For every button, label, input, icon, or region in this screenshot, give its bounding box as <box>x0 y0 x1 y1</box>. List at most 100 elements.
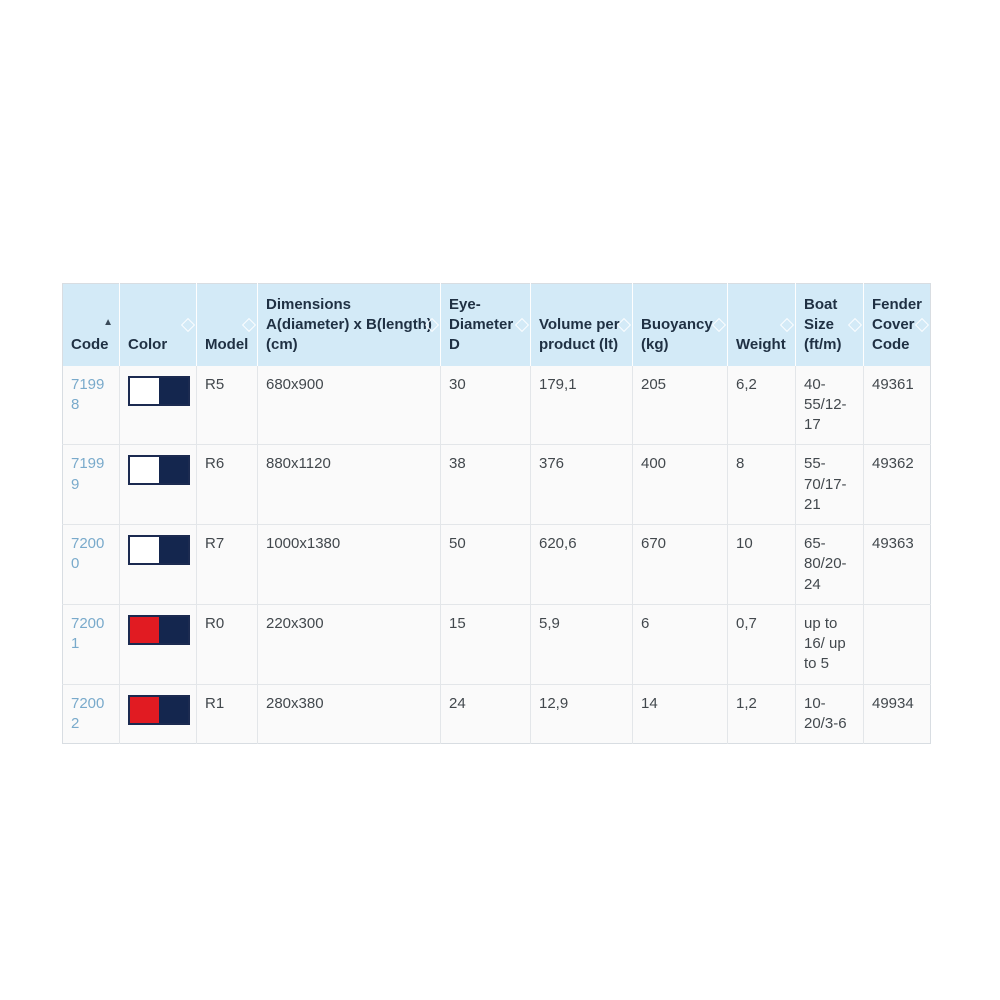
color-swatch <box>128 455 190 486</box>
table-row: 72002 R1 280x380 24 12,9 14 1,2 10-20/3-6 49934 <box>62 683 931 744</box>
weight-cell: 10 <box>727 524 796 605</box>
swatch-left-color <box>130 537 159 563</box>
table-body: 71998 R5 680x900 30 179,1 205 6,2 40-55/12-17 49… <box>62 365 931 744</box>
table-row: 71998 R5 680x900 30 179,1 205 6,2 40-55/12-17 49… <box>63 365 931 445</box>
weight-cell: 0,7 <box>727 603 796 684</box>
model-cell: R5 <box>196 365 258 445</box>
buoyancy-cell: 670 <box>632 524 728 605</box>
weight-cell: 1,2 <box>727 683 796 744</box>
header-row: Code ▲ Color Model Dimensions A(diameter) x … <box>62 283 931 366</box>
swatch-cell <box>119 444 197 525</box>
column-label: Fender Cover Code <box>872 295 923 354</box>
swatch-left-color <box>130 696 159 723</box>
table-row: 71999 R6 880x1120 38 376 400 8 55-70/17-21 49362 <box>62 444 931 525</box>
code-cell: 71998 <box>63 366 120 445</box>
volume-cell: 376 <box>530 444 633 525</box>
model-cell: R0 <box>196 603 258 684</box>
color-swatch <box>128 614 190 645</box>
dimensions-cell: 1000x1380 <box>257 524 441 605</box>
sort-toggle-icon <box>180 317 196 333</box>
swatch-left-color <box>130 616 159 643</box>
product-code-link[interactable]: 72002 <box>71 694 105 732</box>
buoyancy-cell: 205 <box>632 365 728 445</box>
table-row: 72000 R7 1000x1380 50 620,6 670 10 65-80/20-24 4… <box>62 524 931 605</box>
color-swatch <box>128 535 190 565</box>
swatch-cell <box>119 683 197 744</box>
fender-specs-table: Code ▲ Color Model Dimensions A(diameter) x … <box>62 283 931 744</box>
volume-cell: 5,9 <box>530 603 633 684</box>
sort-toggle-icon <box>711 317 727 333</box>
column-label: Eye-Diameter D <box>449 295 514 354</box>
product-code-link[interactable]: 71998 <box>71 375 105 413</box>
dimensions-cell: 680x900 <box>257 365 441 445</box>
boat-size-cell: 10-20/3-6 <box>795 683 864 744</box>
column-label: Color <box>128 336 168 354</box>
sort-toggle-icon <box>514 317 530 333</box>
column-label: Buoyancy (kg) <box>641 316 713 354</box>
eye-diameter-cell: 15 <box>440 603 531 684</box>
fender-cover-code-cell <box>863 603 931 684</box>
column-header-eye-diameter-d[interactable]: Eye-Diameter D <box>440 283 531 366</box>
product-spec-table-container: Code ▲ Color Model Dimensions A(diameter) x … <box>62 283 931 744</box>
sort-toggle-icon <box>241 317 257 333</box>
column-header-buoyancy-kg[interactable]: Buoyancy (kg) <box>632 283 728 366</box>
model-cell: R1 <box>196 683 258 744</box>
buoyancy-cell: 14 <box>632 683 728 744</box>
product-code-link[interactable]: 72000 <box>71 535 105 573</box>
weight-cell: 8 <box>727 444 796 525</box>
weight-cell: 6,2 <box>727 365 796 445</box>
volume-cell: 12,9 <box>530 683 633 744</box>
column-header-boat-size-ft-m[interactable]: Boat Size (ft/m) <box>795 283 864 366</box>
model-cell: R7 <box>196 524 258 605</box>
eye-diameter-cell: 24 <box>440 683 531 744</box>
swatch-right-color <box>159 377 188 404</box>
color-swatch <box>128 375 190 406</box>
column-header-color[interactable]: Color <box>119 283 197 366</box>
boat-size-cell: 40-55/12-17 <box>795 365 864 445</box>
column-header-volume-per-product-lt[interactable]: Volume per product (lt) <box>530 283 633 366</box>
column-label: Model <box>205 336 249 354</box>
swatch-cell <box>119 365 197 445</box>
swatch-right-color <box>159 537 188 563</box>
code-cell: 72000 <box>62 524 120 605</box>
sort-toggle-icon <box>914 317 930 333</box>
swatch-right-color <box>159 457 188 484</box>
column-label: Boat Size (ft/m) <box>804 295 842 354</box>
column-header-dimensions-a-diameter-x-b-length-cm[interactable]: Dimensions A(diameter) x B(length) (cm) <box>257 283 441 366</box>
code-cell: 72001 <box>62 603 120 684</box>
dimensions-cell: 280x380 <box>257 683 441 744</box>
volume-cell: 179,1 <box>530 365 633 445</box>
color-swatch <box>128 694 190 725</box>
sort-toggle-icon <box>847 317 863 333</box>
buoyancy-cell: 6 <box>632 603 728 684</box>
column-label: Volume per product (lt) <box>539 316 620 354</box>
column-header-weight[interactable]: Weight <box>727 283 796 366</box>
code-cell: 71999 <box>62 444 120 525</box>
swatch-left-color <box>130 377 159 404</box>
fender-cover-code-cell: 49363 <box>863 524 931 605</box>
column-header-fender-cover-code[interactable]: Fender Cover Code <box>863 283 931 366</box>
boat-size-cell: up to 16/ up to 5 <box>795 603 864 684</box>
sort-toggle-icon <box>779 317 795 333</box>
fender-cover-code-cell: 49361 <box>863 365 931 445</box>
table-row: 72001 R0 220x300 15 5,9 6 0,7 up to 16/ up to 5 <box>62 603 931 684</box>
boat-size-cell: 55-70/17-21 <box>795 444 864 525</box>
dimensions-cell: 220x300 <box>257 603 441 684</box>
swatch-right-color <box>159 696 188 723</box>
dimensions-cell: 880x1120 <box>257 444 441 525</box>
column-header-model[interactable]: Model <box>196 283 258 366</box>
volume-cell: 620,6 <box>530 524 633 605</box>
column-header-code[interactable]: Code ▲ <box>62 283 120 366</box>
column-label: Weight <box>736 336 786 354</box>
eye-diameter-cell: 50 <box>440 524 531 605</box>
column-label: Dimensions A(diameter) x B(length) (cm) <box>266 295 432 354</box>
product-code-link[interactable]: 71999 <box>71 455 105 493</box>
column-label: Code <box>71 336 109 354</box>
swatch-right-color <box>159 616 188 643</box>
product-code-link[interactable]: 72001 <box>71 614 105 652</box>
swatch-cell <box>119 524 197 605</box>
swatch-left-color <box>130 457 159 484</box>
code-cell: 72002 <box>62 683 120 744</box>
eye-diameter-cell: 30 <box>440 365 531 445</box>
sort-ascending-icon: ▲ <box>103 317 113 328</box>
